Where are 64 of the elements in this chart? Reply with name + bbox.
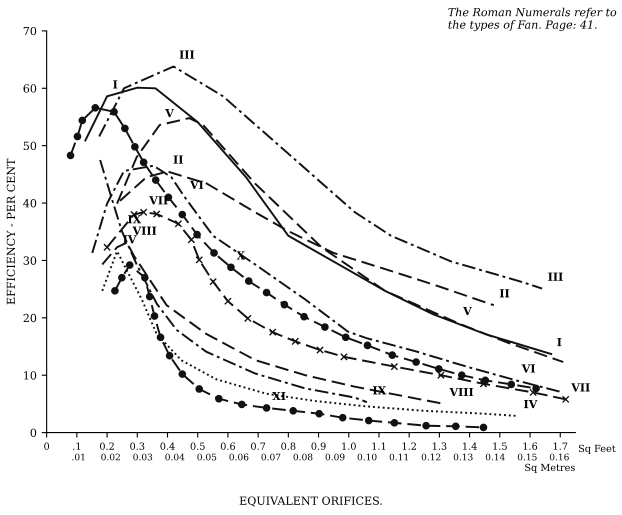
y-tick-label: 0 xyxy=(30,428,36,437)
x-tick-label: 1.5 xyxy=(493,442,507,450)
y-tick-label: 10 xyxy=(24,371,36,380)
x2-tick-label: 0.09 xyxy=(326,454,344,460)
x-tick-label: 0.7 xyxy=(251,442,266,450)
x2-tick-label: 0.11 xyxy=(390,454,408,460)
y-tick-label: 70 xyxy=(24,26,36,36)
x-tick-label: 0.8 xyxy=(281,442,296,450)
x-tick-label: 0.5 xyxy=(190,442,205,450)
y-tick-label: 30 xyxy=(24,256,36,265)
x-tick-label: 1.0 xyxy=(342,442,356,450)
annotation: I xyxy=(113,80,118,88)
x2-tick-label: 0.03 xyxy=(133,454,152,460)
x-tick-label: 1.6 xyxy=(523,442,538,450)
annotation: IV xyxy=(524,400,538,408)
x-tick-label: 0.3 xyxy=(130,442,144,450)
annotation: XI xyxy=(272,392,286,400)
x2-tick-label: 0.14 xyxy=(486,454,505,460)
x-tick-label: .1 xyxy=(73,442,80,450)
annotation: IX xyxy=(128,215,142,224)
annotation: VI xyxy=(190,180,204,189)
x2-tick-label: 0.16 xyxy=(550,454,569,460)
annotation: VIII xyxy=(132,226,156,235)
annotation: VI xyxy=(522,364,535,373)
annotation: II xyxy=(500,289,510,298)
x2-tick-label: 0.06 xyxy=(229,454,248,460)
y-tick-label: 60 xyxy=(24,84,36,93)
y-axis-title: EFFICIENCY - PER CENT xyxy=(6,158,16,304)
y-tick-label: 20 xyxy=(24,314,36,322)
annotation: II xyxy=(174,156,183,164)
annotation: III xyxy=(548,272,563,281)
annotation: VII xyxy=(571,383,590,392)
annotation: VII xyxy=(149,196,168,204)
x-tick-label: 1.4 xyxy=(463,442,477,450)
annotation: I xyxy=(557,338,562,346)
x2-tick-label: 0.08 xyxy=(294,454,312,460)
y-tick-label: 50 xyxy=(24,142,36,150)
annotation: V xyxy=(463,307,472,316)
x2-tick-label: 0.02 xyxy=(101,454,120,460)
x-tick-label: 0.9 xyxy=(311,442,326,450)
x2-tick-label: 0.13 xyxy=(454,454,473,460)
annotation: VIII xyxy=(449,388,474,396)
x-tick-label: 0.6 xyxy=(220,442,236,450)
text: Sq Feet xyxy=(578,444,616,454)
x2-tick-label: 0.05 xyxy=(197,454,216,460)
annotation: III xyxy=(180,50,194,59)
x-tick-label: 1.1 xyxy=(372,442,386,450)
x2-tick-label: 0.15 xyxy=(518,454,537,460)
x-tick-label: 0.2 xyxy=(100,442,114,450)
annotation: V xyxy=(165,109,174,118)
x-tick-label: 1.3 xyxy=(432,442,446,450)
x2-tick-label: 0.04 xyxy=(165,454,184,460)
x2-tick-label: .01 xyxy=(72,454,85,460)
x-axis-title: EQUIVALENT ORIFICES. xyxy=(240,496,382,506)
x2-tick-label: 0.10 xyxy=(358,454,377,460)
y-tick-label: 40 xyxy=(23,199,36,208)
x2-axis-title: Sq Metres xyxy=(525,464,575,473)
x2-tick-label: 0.07 xyxy=(261,454,280,460)
x-tick-label: 1.7 xyxy=(554,442,568,450)
x-tick-label: 0 xyxy=(44,442,50,450)
x-tick-label: 1.2 xyxy=(402,442,416,450)
x-tick-label: 0.4 xyxy=(160,442,175,450)
x2-tick-label: 0.12 xyxy=(422,454,440,460)
annotation: The Roman Numerals refer to the types of Fan. Page: 41. xyxy=(448,8,616,32)
